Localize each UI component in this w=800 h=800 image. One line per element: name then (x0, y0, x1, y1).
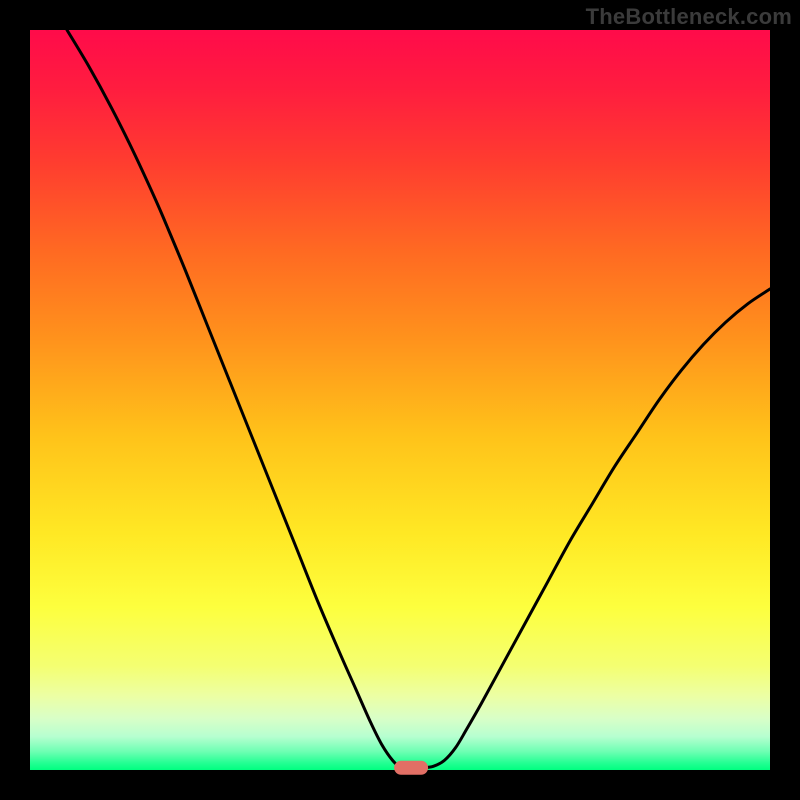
optimal-marker (394, 761, 428, 775)
watermark-text: TheBottleneck.com (586, 4, 792, 30)
bottleneck-chart (0, 0, 800, 800)
